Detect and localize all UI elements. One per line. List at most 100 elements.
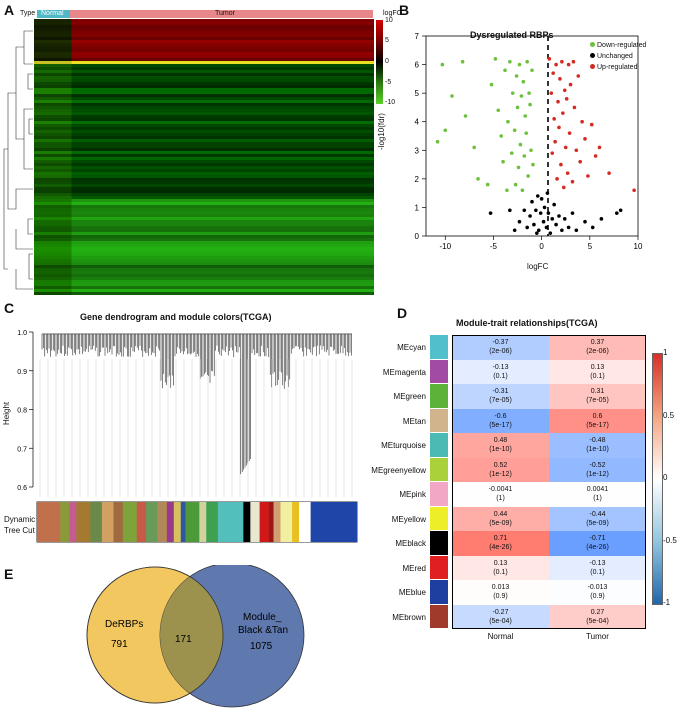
module-trait-correlation: 0.13 xyxy=(590,363,605,371)
module-trait-cell: 0.37 (2e-06) xyxy=(549,335,646,360)
volcano-ytick-label: 6 xyxy=(415,61,420,70)
volcano-point-down-regulated xyxy=(493,57,498,61)
volcano-point-unchanged xyxy=(536,228,541,233)
module-trait-pvalue: (1e-12) xyxy=(586,470,609,478)
module-trait-cell: 0.13 (0.1) xyxy=(452,555,549,580)
module-trait-pvalue: (4e-26) xyxy=(586,544,609,551)
volcano-point-up-regulated xyxy=(547,57,552,61)
volcano-point-down-regulated xyxy=(527,91,531,95)
heatmap-row xyxy=(34,46,374,49)
volcano-point-unchanged xyxy=(541,219,546,224)
venn-right-label-1: Module_ xyxy=(243,612,282,623)
module-trait-pvalue: (1e-10) xyxy=(586,446,609,453)
volcano-point-unchanged xyxy=(532,222,536,227)
volcano-point-unchanged xyxy=(615,211,619,215)
volcano-point-up-regulated xyxy=(578,159,582,164)
volcano-point-up-regulated xyxy=(586,174,590,178)
module-trait-correlation: -0.013 xyxy=(587,584,608,591)
volcano-point-down-regulated xyxy=(460,59,465,64)
module-trait-correlation: -0.31 xyxy=(492,388,509,395)
volcano-point-up-regulated xyxy=(562,185,566,190)
volcano-legend: Down-regulated Unchanged Up-regulated xyxy=(590,40,646,73)
heatmap-row xyxy=(34,226,374,229)
module-trait-pvalue: (0.9) xyxy=(590,593,605,600)
volcano-point-unchanged xyxy=(566,225,571,230)
module-trait-row-label: MEtan xyxy=(402,416,426,426)
module-trait-pvalue: (7e-05) xyxy=(489,397,512,404)
colorbar-tick-label: 0 xyxy=(663,473,668,482)
volcano-point-down-regulated xyxy=(472,145,476,150)
volcano-ytick-label: 2 xyxy=(415,175,420,184)
heatmap-row xyxy=(34,262,374,265)
dendrogram-branches xyxy=(41,333,352,475)
volcano-point-unchanged xyxy=(488,211,493,215)
module-trait-row-label: MEblue xyxy=(398,588,426,597)
volcano-point-down-regulated xyxy=(503,68,507,73)
volcano-point-down-regulated xyxy=(525,59,529,64)
logfc-tick-neg5: -5 xyxy=(385,79,392,86)
module-trait-cell: -0.13 (0.1) xyxy=(452,359,549,384)
heatmap-row xyxy=(34,241,374,244)
volcano-point-up-regulated xyxy=(557,125,561,130)
track-label-treecut: Tree Cut xyxy=(4,526,35,535)
volcano-point-up-regulated xyxy=(567,131,572,135)
heatmap-row xyxy=(34,166,374,169)
volcano-point-unchanged xyxy=(590,225,595,230)
module-trait-pvalue: (0.1) xyxy=(493,372,508,380)
heatmap-row xyxy=(34,163,374,166)
panel-label-c: C xyxy=(4,300,15,316)
heatmap-row xyxy=(34,259,374,262)
module-color-block xyxy=(299,502,311,542)
module-trait-cell: -0.27 (5e-04) xyxy=(452,604,549,629)
module-trait-row-label: MEgreen xyxy=(393,392,426,401)
volcano-xtick-label: 5 xyxy=(588,242,593,251)
volcano-point-unchanged xyxy=(560,228,564,233)
module-color-swatch xyxy=(430,580,448,604)
dendrogram-ytick-label: 0.7 xyxy=(17,446,27,453)
heatmap-row xyxy=(34,97,374,100)
volcano-point-up-regulated xyxy=(572,105,577,110)
heatmap-row xyxy=(34,229,374,232)
module-trait-cell: 0.13 (0.1) xyxy=(549,359,646,384)
heatmap-row xyxy=(34,109,374,112)
module-trait-column-label: Normal xyxy=(487,632,514,641)
module-trait-pvalue: (5e-09) xyxy=(489,519,512,527)
module-trait-pvalue: (4e-26) xyxy=(489,544,512,551)
legend-unchanged: Unchanged xyxy=(590,51,646,62)
legend-unchanged-dot xyxy=(590,53,595,58)
volcano-point-unchanged xyxy=(618,208,623,213)
dendrogram-ylabel: Height xyxy=(2,401,11,425)
venn-right-label-2: Black &Tan xyxy=(238,625,288,636)
heatmap-row xyxy=(34,79,374,82)
heatmap-row xyxy=(34,118,374,121)
heatmap-row xyxy=(34,127,374,130)
volcano-point-down-regulated xyxy=(509,151,514,155)
volcano-point-unchanged xyxy=(542,205,547,210)
volcano-ytick-label: 5 xyxy=(415,89,420,98)
volcano-point-down-regulated xyxy=(521,79,526,84)
module-trait-frame xyxy=(452,335,646,629)
normal-type-bar: Normal xyxy=(37,10,70,18)
volcano-ytick-label: 0 xyxy=(415,232,420,241)
module-trait-correlation: -0.37 xyxy=(492,339,509,346)
volcano-point-down-regulated xyxy=(523,114,528,118)
module-trait-pvalue: (1) xyxy=(496,495,505,502)
module-trait-pvalue: (7e-05) xyxy=(586,397,609,404)
module-trait-cell: -0.6 (5e-17) xyxy=(452,408,549,433)
module-trait-row-label: MEyellow xyxy=(391,514,426,524)
dendrogram-ytick-label: 0.9 xyxy=(17,369,27,376)
module-color-block xyxy=(280,502,293,542)
volcano-point-down-regulated xyxy=(510,91,515,95)
volcano-point-up-regulated xyxy=(549,91,554,95)
heatmap-row xyxy=(34,133,374,136)
legend-up-dot xyxy=(590,64,595,69)
module-trait-correlation: 0.52 xyxy=(493,461,508,469)
logfc-tick-neg10: -10 xyxy=(385,99,396,106)
venn-left-label: DeRBPs xyxy=(105,619,143,630)
module-color-swatch xyxy=(430,457,448,481)
module-color-block xyxy=(136,502,147,542)
heatmap-row xyxy=(34,70,374,73)
panel-label-d: D xyxy=(397,305,408,321)
module-trait-cell: -0.48 (1e-10) xyxy=(549,433,646,458)
module-trait-correlation: -0.71 xyxy=(589,535,606,542)
